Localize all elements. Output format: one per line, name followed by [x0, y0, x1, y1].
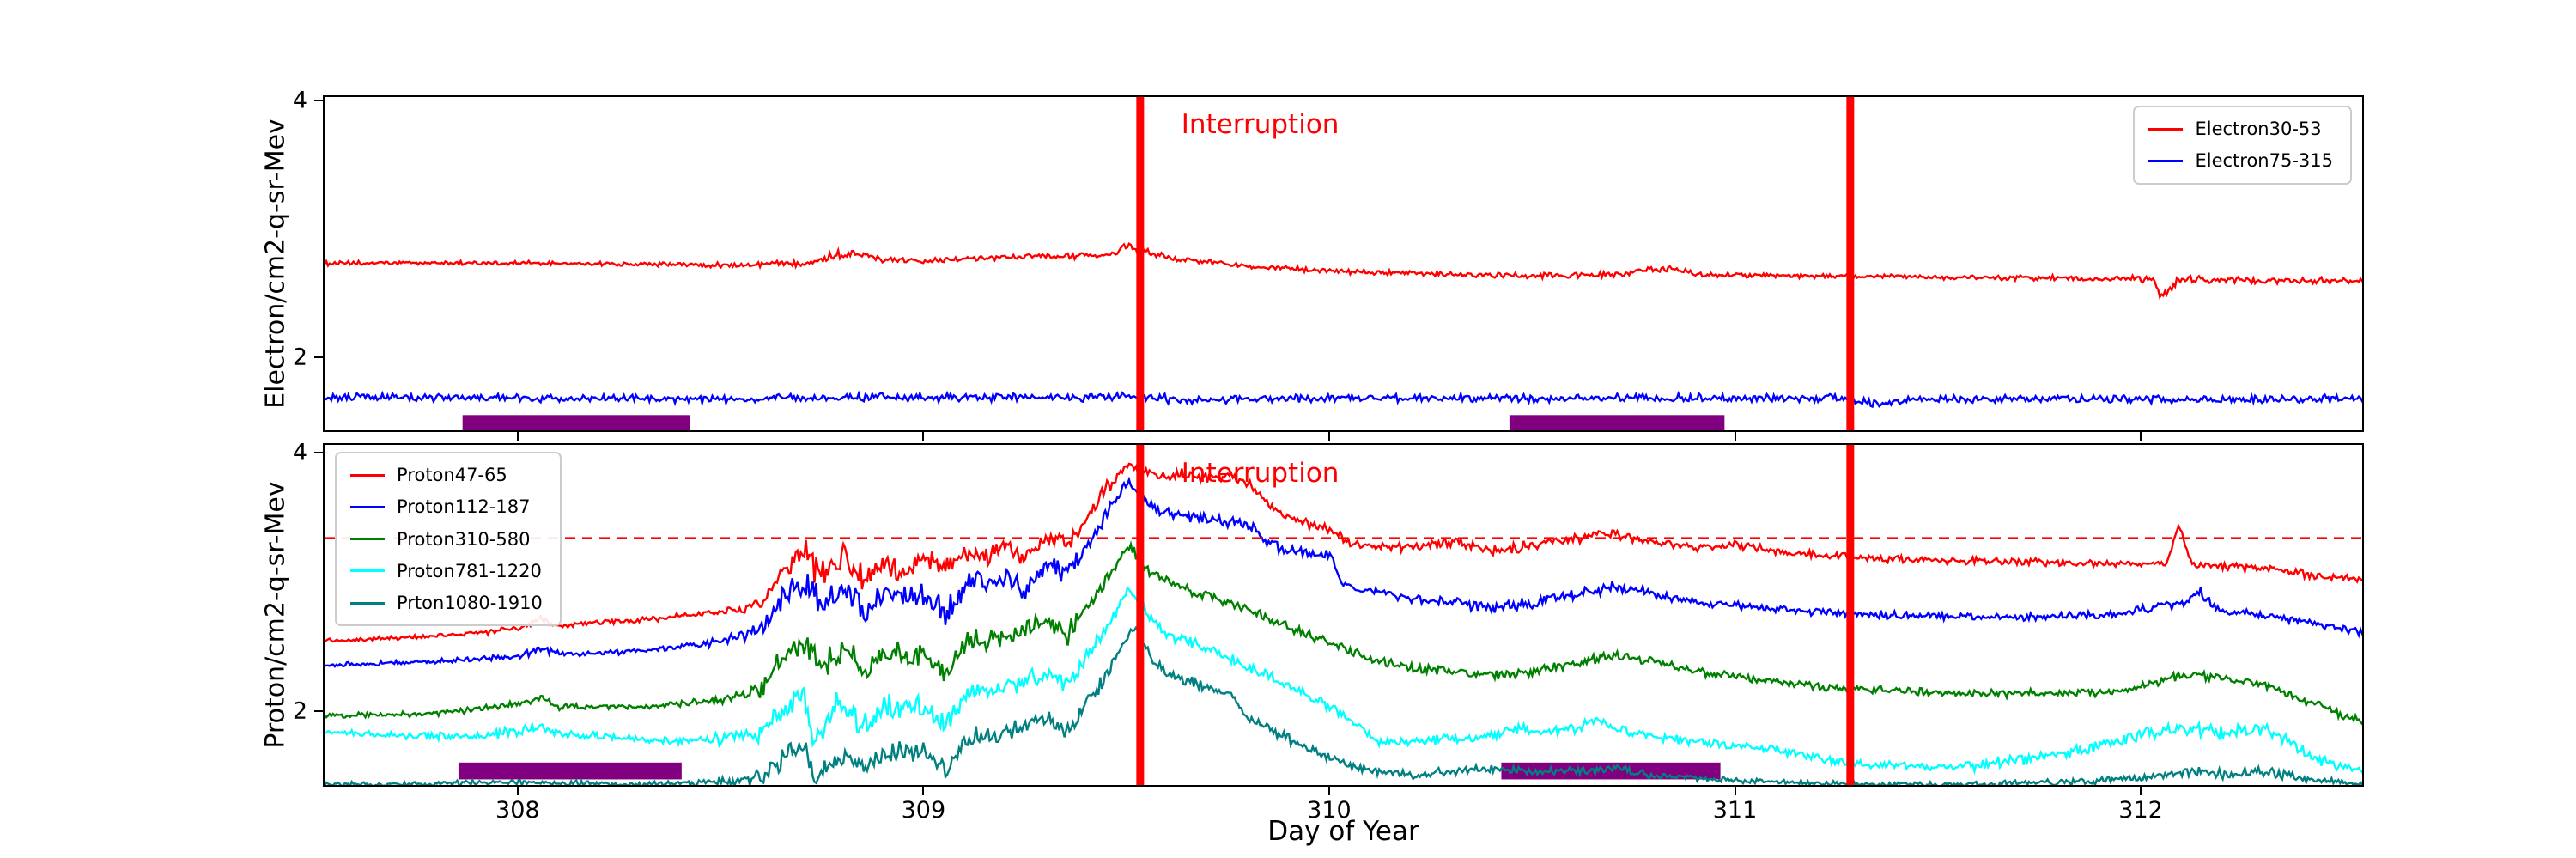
y-tick-label: 4	[292, 87, 307, 114]
x-tick-label: 310	[1307, 797, 1352, 824]
proton-flux-plot	[323, 443, 2364, 787]
legend-line-swatch	[350, 473, 385, 477]
x-tick-label: 311	[1712, 797, 1758, 824]
legend-entry-label: Proton47-65	[397, 465, 507, 485]
x-tick-mark	[922, 432, 925, 441]
interruption-annotation-bottom: Interruption	[1181, 457, 1340, 489]
proton-plot-canvas	[325, 445, 2362, 785]
electron-flux-plot	[323, 95, 2364, 432]
legend-entry: Prton1080-1910	[350, 592, 543, 614]
legend-entry: Proton112-187	[350, 496, 543, 518]
series-line-Prton1080-1910	[325, 625, 2362, 785]
legend-entry-label: Proton781-1220	[397, 560, 542, 581]
legend-entry-label: Proton112-187	[397, 496, 531, 518]
series-line-Proton310-580	[325, 540, 2362, 726]
legend-line-swatch	[350, 505, 385, 508]
legend-entry: Electron75-315	[2148, 149, 2333, 172]
y-tick-mark	[314, 356, 323, 359]
x-tick-mark	[922, 787, 925, 795]
legend-line-swatch	[2148, 159, 2184, 162]
series-line-Proton781-1220	[325, 585, 2362, 776]
y-tick-label: 4	[292, 439, 307, 466]
x-tick-label: 312	[2118, 797, 2163, 824]
x-tick-mark	[516, 432, 519, 441]
legend-entry-label: Electron30-53	[2195, 119, 2322, 139]
electron-plot-canvas	[325, 97, 2362, 430]
y-tick-label: 2	[292, 344, 307, 371]
highlight-bar	[462, 415, 690, 430]
x-tick-label: 309	[901, 797, 946, 824]
legend-entry: Proton310-580	[350, 528, 543, 551]
legend-entry-label: Proton310-580	[397, 528, 531, 550]
legend-entry: Proton781-1220	[350, 560, 543, 582]
x-tick-mark	[1327, 787, 1330, 795]
y-tick-label: 2	[292, 697, 307, 725]
y-tick-mark	[314, 451, 323, 453]
x-tick-label: 308	[495, 797, 540, 824]
series-line-Electron30-53	[325, 241, 2362, 301]
x-tick-mark	[516, 787, 519, 795]
interruption-annotation-top: Interruption	[1181, 109, 1340, 141]
legend-line-swatch	[350, 569, 385, 573]
x-axis-label: Day of Year	[1267, 816, 1419, 847]
legend-entry-label: Electron75-315	[2195, 150, 2333, 172]
y-tick-mark	[314, 710, 323, 713]
x-tick-mark	[2140, 432, 2142, 441]
y-tick-mark	[314, 99, 323, 101]
proton-legend: Proton47-65 Proton112-187 Proton310-580 Pro…	[335, 452, 562, 627]
x-tick-mark	[1734, 787, 1736, 795]
legend-line-swatch	[2148, 127, 2184, 131]
series-line-Proton47-65	[325, 462, 2362, 643]
x-tick-mark	[1327, 432, 1330, 441]
legend-line-swatch	[350, 538, 385, 541]
legend-entry-label: Prton1080-1910	[397, 593, 543, 613]
series-line-Electron75-315	[325, 390, 2362, 409]
x-tick-mark	[2140, 787, 2142, 795]
legend-entry: Electron30-53	[2148, 118, 2333, 140]
series-line-Proton112-187	[325, 476, 2362, 668]
legend-line-swatch	[350, 601, 385, 605]
x-tick-mark	[1734, 432, 1736, 441]
electron-legend: Electron30-53 Electron75-315	[2133, 106, 2352, 185]
highlight-bar	[458, 762, 682, 780]
legend-entry: Proton47-65	[350, 464, 543, 486]
highlight-bar	[1509, 415, 1725, 430]
